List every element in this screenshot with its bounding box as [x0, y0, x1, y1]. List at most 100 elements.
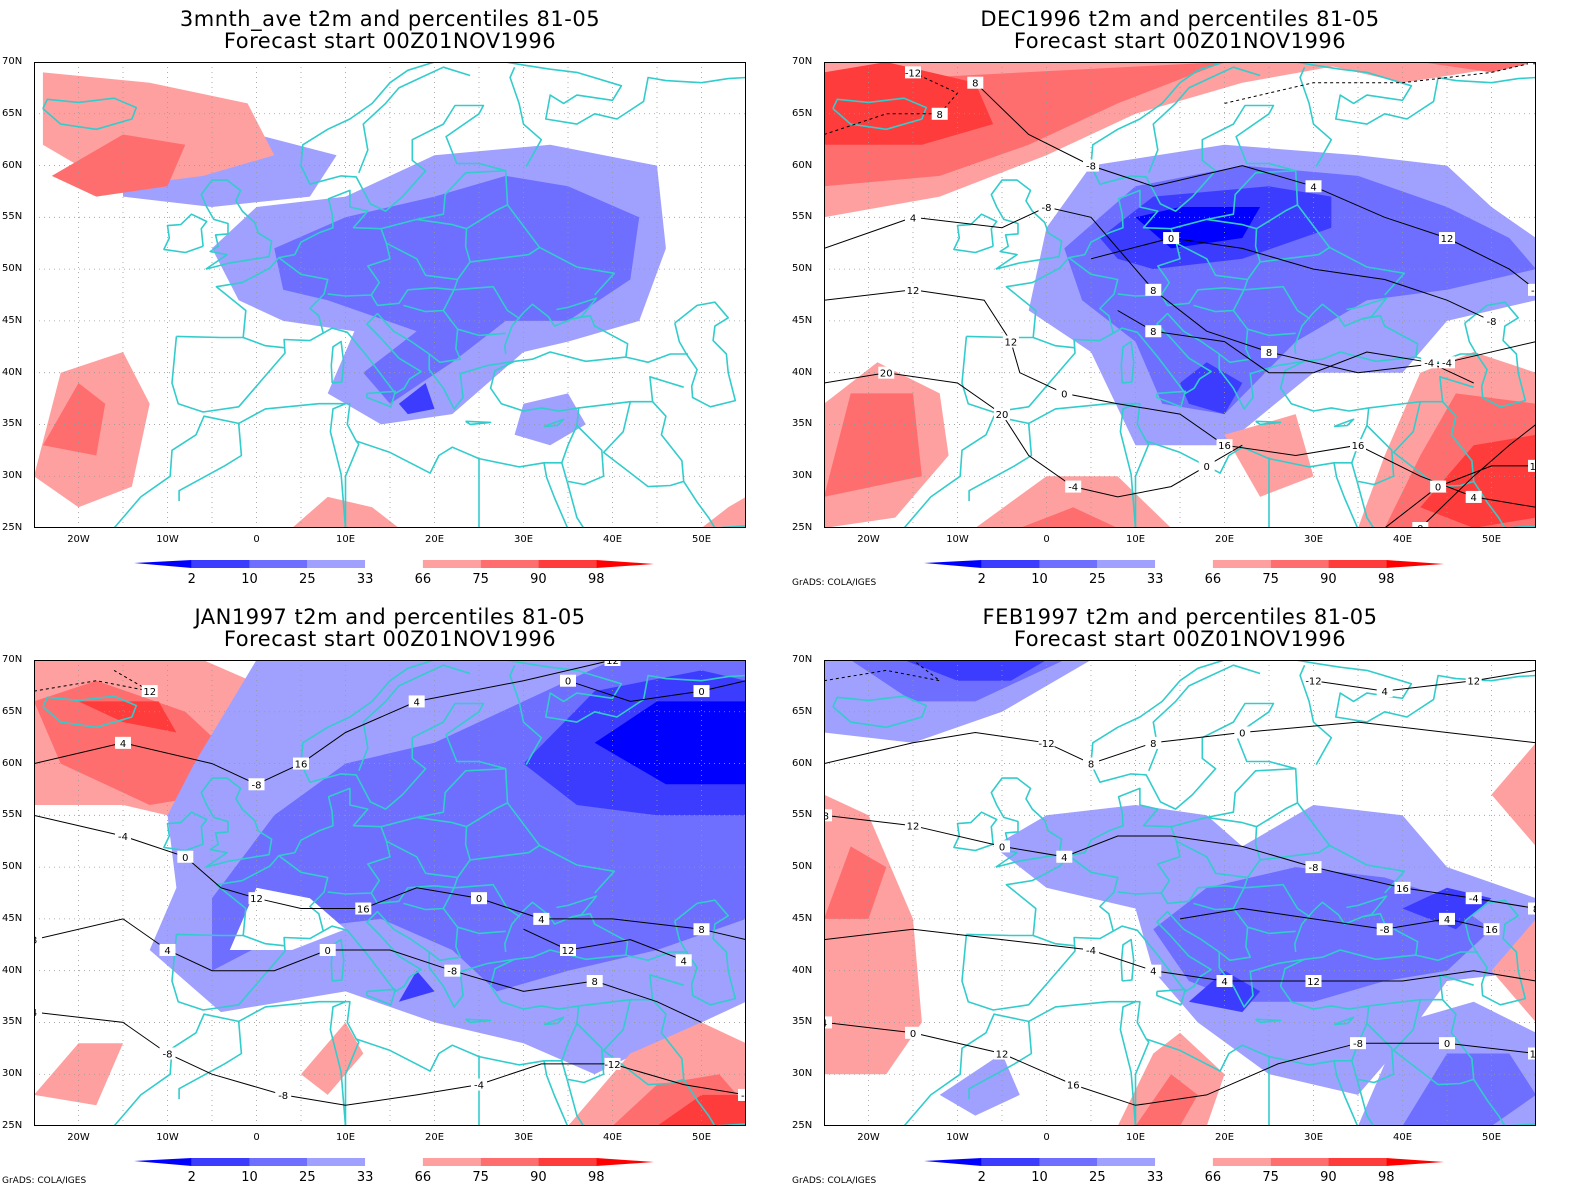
contour-label: 12: [560, 943, 576, 957]
svg-text:20: 20: [880, 369, 893, 380]
temperature-contour: [1384, 465, 1536, 528]
coastline: [1218, 927, 1252, 962]
colorbar-label: 90: [1320, 1170, 1337, 1185]
svg-text:20: 20: [996, 410, 1009, 421]
coastline: [242, 934, 286, 947]
map-border: [34, 62, 746, 528]
svg-text:12: 12: [1307, 977, 1320, 988]
coastline: [556, 895, 598, 918]
longitude-tick-label: 0: [253, 534, 260, 545]
svg-text:-8: -8: [1487, 317, 1497, 328]
latitude-tick-label: 25N: [2, 1120, 23, 1131]
panel-title: DEC1996 t2m and percentiles 81-05: [980, 7, 1380, 31]
percentile-shading: [594, 701, 746, 785]
svg-text:-12: -12: [905, 68, 921, 79]
longitude-tick-label: 10W: [156, 1132, 179, 1143]
contour-label: 0: [560, 674, 576, 688]
contour-label: 4: [905, 211, 921, 224]
svg-text:4: 4: [1533, 62, 1536, 69]
colorbar: [134, 1158, 654, 1166]
svg-text:8: 8: [972, 79, 978, 90]
coastline: [567, 1022, 605, 1084]
svg-text:16: 16: [1396, 884, 1409, 895]
temperature-contour: [824, 372, 1243, 498]
colorbar-label: 90: [530, 1170, 547, 1185]
colorbar-segment: [1270, 560, 1329, 568]
latitude-tick-label: 55N: [792, 809, 813, 821]
coastline: [1134, 440, 1150, 528]
coastline: [953, 811, 998, 852]
longitude-tick-label: 20W: [857, 534, 880, 545]
contour-label: -8: [159, 1047, 176, 1061]
latitude-tick-label: 60N: [792, 757, 813, 769]
contour-label: 8: [931, 107, 948, 121]
grads-credit: GrADS: COLA/IGES: [2, 1176, 87, 1186]
svg-text:-4: -4: [1531, 286, 1536, 297]
contour-label: 20: [994, 408, 1010, 421]
contour-label: 12: [604, 660, 621, 667]
percentile-shading: [1135, 1074, 1198, 1126]
contour-label: -4: [1065, 480, 1082, 494]
longitude-tick-label: 20E: [424, 1132, 445, 1143]
percentile-shading: [1180, 362, 1243, 415]
map-frame: -8 -4 0 4 -4 -8 -4 0 8 0 12 4 8 12 16 20 8 12 -12 -8 -4 0 4 8 12…: [824, 62, 1536, 528]
coastline: [178, 423, 243, 502]
svg-text:4: 4: [34, 1008, 37, 1019]
colorbar-segment: [134, 1158, 192, 1166]
contour-label: -4: [115, 830, 131, 843]
contour-label: 4: [1056, 850, 1073, 864]
coastline: [386, 816, 471, 879]
longitude-tick-label: 40E: [602, 534, 623, 545]
svg-text:0: 0: [1239, 728, 1245, 739]
colorbar-segment: [981, 560, 1040, 568]
longitude-tick-label: 30E: [1303, 534, 1324, 545]
contour-label: 8: [693, 923, 710, 936]
contour-label: 4: [115, 736, 131, 750]
coastline: [113, 958, 580, 1126]
temperature-contour: [523, 928, 684, 961]
latitude-tick-label: 35N: [2, 418, 23, 430]
latitude-tick-label: 35N: [2, 1016, 23, 1028]
svg-text:-4: -4: [1086, 946, 1096, 957]
coastline: [1473, 1078, 1536, 1126]
percentile-shading: [51, 134, 186, 197]
coastline: [505, 660, 746, 723]
latitude-tick-label: 45N: [2, 314, 23, 326]
coastline: [1392, 401, 1474, 488]
coastline: [344, 1038, 360, 1126]
svg-text:8: 8: [1150, 286, 1156, 297]
coastline: [1244, 285, 1311, 320]
percentile-shading: [1402, 1053, 1536, 1126]
svg-text:12: 12: [250, 894, 263, 905]
coastline: [1255, 420, 1282, 426]
svg-text:12: 12: [996, 1050, 1009, 1061]
contour-label: 8: [1261, 345, 1277, 359]
contour-label: 0: [1056, 387, 1073, 400]
colorbar-label: 98: [587, 572, 605, 587]
longitude-tick-label: 0: [1043, 1132, 1050, 1143]
coastline: [403, 289, 455, 313]
contour-label: 12: [1305, 975, 1322, 988]
panel-subtitle: Forecast start 00Z01NOV1996: [1013, 29, 1347, 53]
colorbar-segment: [134, 560, 192, 568]
contour-label: -8: [444, 964, 461, 978]
svg-text:-8: -8: [278, 1091, 288, 1102]
colorbar-segment: [1212, 1158, 1271, 1166]
contour-label: 0: [1412, 522, 1429, 528]
svg-text:12: 12: [1005, 338, 1018, 349]
colorbar-segment: [924, 1158, 982, 1166]
contour-label: -4: [1528, 283, 1536, 297]
contour-label: 8: [967, 76, 984, 90]
svg-text:-8: -8: [252, 780, 262, 791]
latitude-tick-label: 25N: [792, 1120, 813, 1131]
svg-text:0: 0: [325, 946, 331, 957]
longitude-tick-label: 10E: [335, 1132, 356, 1143]
colorbar-label: 10: [241, 572, 258, 587]
colorbar-label: 2: [977, 572, 986, 587]
colorbar-label: 98: [1377, 572, 1395, 587]
colorbar-segment: [1155, 560, 1213, 568]
colorbar-label: 90: [1320, 572, 1337, 587]
colorbar-segment: [1328, 1158, 1387, 1166]
latitude-tick-label: 50N: [792, 861, 813, 873]
coastline: [1346, 895, 1388, 918]
